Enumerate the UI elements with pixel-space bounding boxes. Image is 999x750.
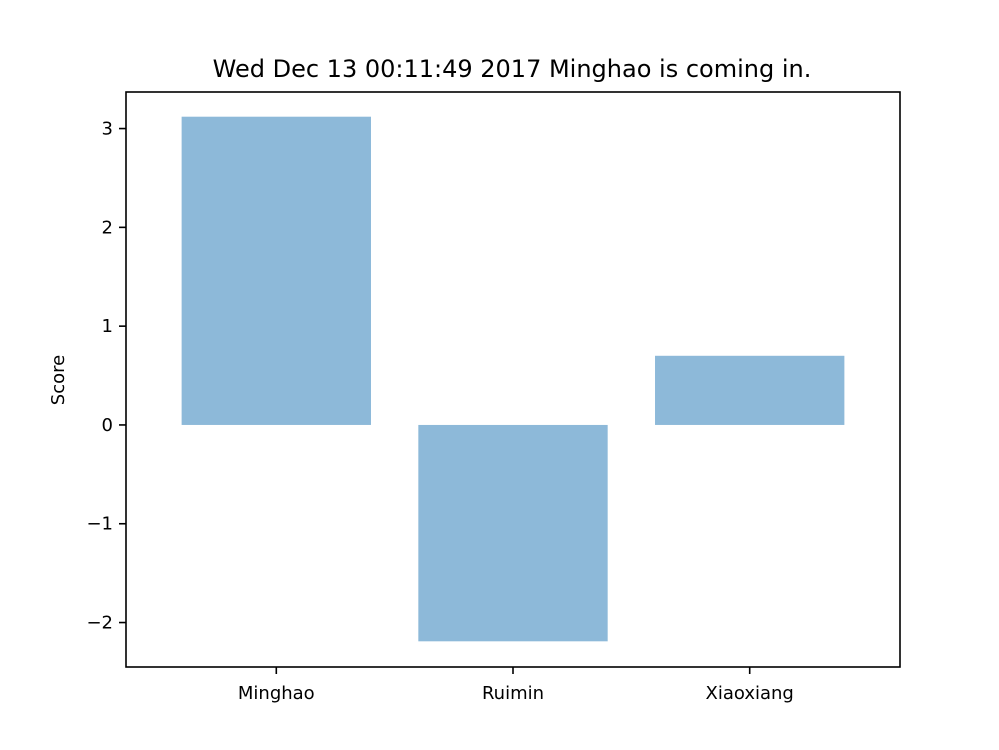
bar-ruimin	[418, 424, 608, 642]
x-tick-label: Xiaoxiang	[706, 683, 794, 704]
y-tick-label: −2	[86, 613, 113, 634]
y-axis-label: Score	[48, 355, 69, 405]
y-axis: 3 2 1 0 −1 −2	[86, 119, 126, 634]
y-tick-label: 0	[102, 415, 113, 436]
x-tick-label: Ruimin	[482, 683, 544, 704]
x-axis: Minghao Ruimin Xiaoxiang	[238, 667, 794, 704]
y-tick-label: 1	[102, 316, 113, 337]
chart-title: Wed Dec 13 00:11:49 2017 Minghao is comi…	[213, 55, 812, 83]
y-tick-label: −1	[86, 514, 113, 535]
x-tick-label: Minghao	[238, 683, 315, 704]
bar-minghao	[181, 116, 371, 425]
y-tick-label: 2	[102, 217, 113, 238]
bars-layer	[181, 116, 845, 642]
bar-xiaoxiang	[655, 355, 845, 425]
y-tick-label: 3	[102, 119, 113, 140]
